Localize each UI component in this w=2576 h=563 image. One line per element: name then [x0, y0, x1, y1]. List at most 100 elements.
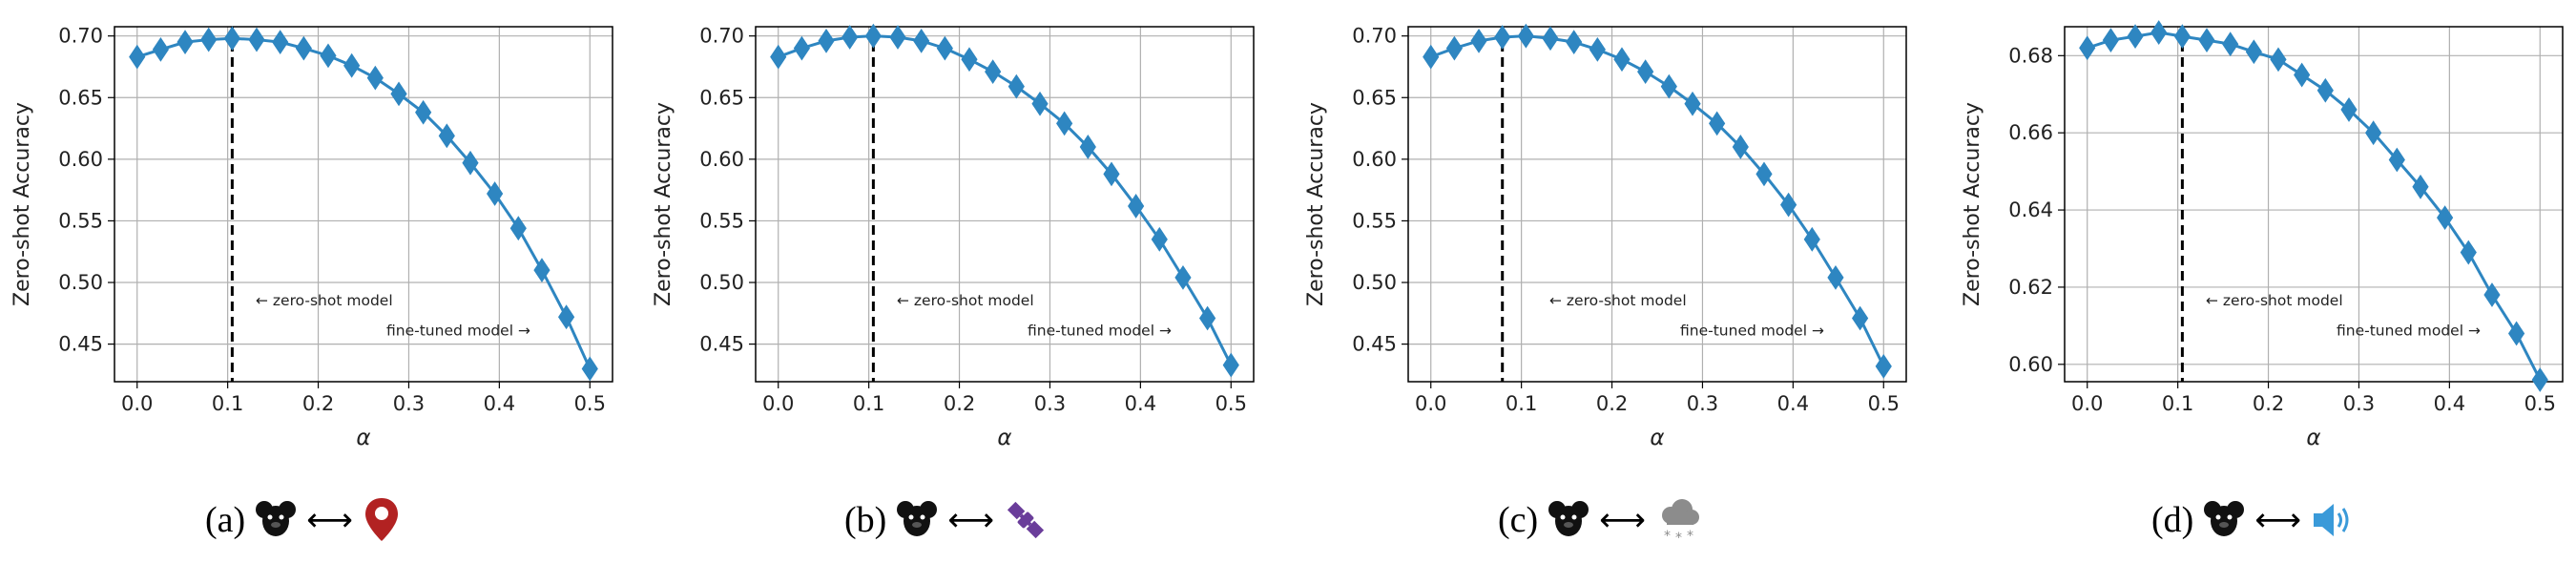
koala-icon	[2204, 501, 2245, 536]
data-point	[2507, 321, 2525, 346]
x-axis-label: α	[356, 426, 370, 450]
koala-icon	[1548, 501, 1589, 536]
data-point	[2198, 28, 2215, 53]
x-tick-label: 0.0	[2071, 392, 2103, 415]
y-tick-label: 0.66	[2008, 121, 2053, 144]
y-tick-label: 0.65	[1352, 86, 1397, 109]
data-point	[1827, 264, 1844, 290]
zero-shot-annotation: ← zero-shot model	[897, 292, 1034, 309]
x-axis-label: α	[2306, 426, 2320, 450]
svg-text:*: *	[1675, 531, 1682, 544]
data-point	[2150, 20, 2168, 45]
data-point	[248, 27, 265, 52]
y-tick-label: 0.60	[58, 148, 103, 171]
data-point	[770, 44, 787, 70]
data-point	[223, 26, 240, 52]
data-point	[1803, 226, 1820, 252]
data-point	[487, 181, 504, 206]
plot-frame	[755, 26, 1255, 383]
data-point	[864, 23, 882, 49]
data-point	[1445, 35, 1464, 61]
data-point	[1875, 353, 1892, 379]
y-tick-label: 0.70	[699, 25, 744, 48]
data-point	[1222, 352, 1239, 378]
x-tick-label: 0.3	[1687, 392, 1718, 415]
y-axis-label: Zero-shot Accuracy	[1961, 102, 1984, 306]
data-point	[2079, 35, 2096, 61]
y-axis-label: Zero-shot Accuracy	[10, 102, 34, 306]
y-tick-label: 0.45	[1352, 333, 1397, 356]
svg-text:*: *	[1687, 529, 1693, 544]
speaker-icon	[2314, 504, 2349, 536]
x-tick-label: 0.5	[1868, 392, 1900, 415]
data-point	[2294, 62, 2311, 88]
data-point	[841, 25, 859, 50]
data-point	[2483, 282, 2501, 307]
y-tick-label: 0.45	[58, 333, 103, 356]
y-tick-label: 0.50	[1352, 271, 1397, 294]
caption-a-arrow: ⟷	[306, 501, 353, 539]
zero-shot-annotation: ← zero-shot model	[256, 292, 393, 309]
x-tick-label: 0.4	[484, 392, 515, 415]
x-tick-label: 0.4	[2434, 392, 2465, 415]
data-point	[462, 150, 479, 176]
data-point	[415, 99, 432, 125]
data-point	[509, 216, 527, 241]
x-tick-label: 0.5	[1215, 392, 1247, 415]
plot-frame	[2064, 26, 2564, 383]
caption-d-arrow: ⟷	[2254, 501, 2302, 539]
data-point	[1056, 111, 1073, 136]
data-point	[1494, 25, 1511, 50]
x-tick-label: 0.3	[1034, 392, 1066, 415]
data-point	[1566, 30, 1583, 55]
y-tick-label: 0.60	[1352, 148, 1397, 171]
chart-1: 0.0 0.1 0.2 0.3 0.4 0.5 0.45 0.50 0.55 0.60 0.65 0.…	[10, 25, 613, 450]
y-tick-label: 0.68	[2008, 44, 2053, 67]
fine-tuned-annotation: fine-tuned model →	[1680, 323, 1824, 340]
x-tick-label: 0.3	[2343, 392, 2375, 415]
y-tick-label: 0.50	[699, 271, 744, 294]
chart-3: 0.0 0.1 0.2 0.3 0.4 0.5 0.45 0.50 0.55 0.60 0.65 0.…	[1304, 23, 1907, 450]
data-point	[2388, 147, 2405, 173]
data-point	[2365, 120, 2382, 146]
data-point	[177, 30, 194, 55]
data-point	[1079, 135, 1096, 159]
caption-c-label: (c)	[1498, 500, 1539, 540]
accuracy-line	[778, 34, 1233, 366]
caption-a: (a) ⟷	[205, 491, 401, 549]
x-tick-label: 0.5	[2524, 392, 2556, 415]
caption-d: (d) ⟷	[2151, 491, 2355, 549]
x-tick-label: 0.5	[574, 392, 606, 415]
y-axis-label: Zero-shot Accuracy	[1304, 102, 1328, 306]
data-point	[1423, 44, 1440, 70]
data-point	[2222, 31, 2239, 57]
data-point	[1851, 305, 1869, 331]
x-tick-label: 0.2	[302, 392, 334, 415]
x-tick-label: 0.1	[1506, 392, 1537, 415]
x-tick-label: 0.4	[1777, 392, 1809, 415]
data-point	[1542, 26, 1559, 52]
plot-frame	[1407, 26, 1907, 383]
x-axis-label: α	[997, 426, 1011, 450]
data-point	[1031, 91, 1049, 116]
x-tick-label: 0.0	[121, 392, 153, 415]
x-tick-label: 0.1	[212, 392, 243, 415]
fine-tuned-annotation: fine-tuned model →	[2337, 323, 2481, 340]
y-tick-label: 0.70	[58, 25, 103, 48]
data-point	[152, 36, 170, 62]
svg-text:*: *	[1664, 529, 1671, 544]
data-point	[2316, 77, 2334, 103]
data-point	[1198, 305, 1216, 331]
data-point	[1151, 226, 1168, 252]
fine-tuned-annotation: fine-tuned model →	[386, 323, 530, 340]
caption-d-label: (d)	[2151, 500, 2194, 540]
data-point	[2127, 24, 2144, 50]
data-point	[200, 27, 218, 52]
snow-cloud-icon: * * *	[1661, 499, 1699, 544]
data-point	[343, 52, 361, 78]
data-point	[1589, 36, 1606, 62]
data-point	[793, 35, 811, 61]
data-point	[390, 81, 407, 107]
data-point	[2173, 24, 2191, 50]
data-point	[438, 123, 455, 149]
